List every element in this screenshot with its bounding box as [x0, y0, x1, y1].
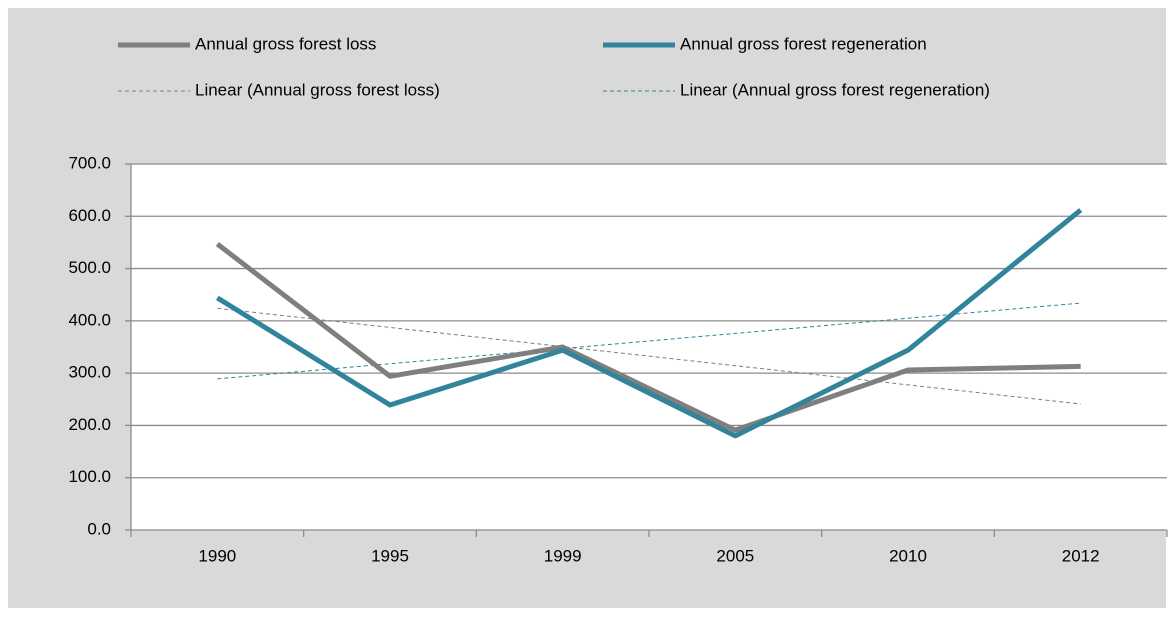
trend-line — [217, 307, 1081, 405]
x-tick-label: 2012 — [1062, 546, 1100, 565]
y-tick-label: 400.0 — [68, 310, 111, 329]
x-tick-label: 1995 — [371, 546, 409, 565]
x-tick-label: 1999 — [544, 546, 582, 565]
y-tick-label: 700.0 — [68, 153, 111, 172]
legend-label: Annual gross forest loss — [195, 34, 376, 53]
x-tick-label: 1990 — [198, 546, 236, 565]
x-tick-label: 2005 — [716, 546, 754, 565]
y-tick-label: 100.0 — [68, 467, 111, 486]
trend-line — [217, 302, 1081, 380]
x-tick-label: 2010 — [889, 546, 927, 565]
y-tick-label: 500.0 — [68, 258, 111, 277]
series-line — [215, 242, 1081, 433]
legend-label: Linear (Annual gross forest regeneration… — [680, 80, 990, 99]
plot-area — [131, 164, 1167, 530]
series-line — [216, 208, 1083, 439]
y-tick-label: 200.0 — [68, 415, 111, 434]
y-tick-label: 300.0 — [68, 363, 111, 382]
y-tick-label: 600.0 — [68, 206, 111, 225]
legend-label: Annual gross forest regeneration — [680, 34, 927, 53]
y-tick-label: 0.0 — [87, 519, 111, 538]
legend-label: Linear (Annual gross forest loss) — [195, 80, 440, 99]
